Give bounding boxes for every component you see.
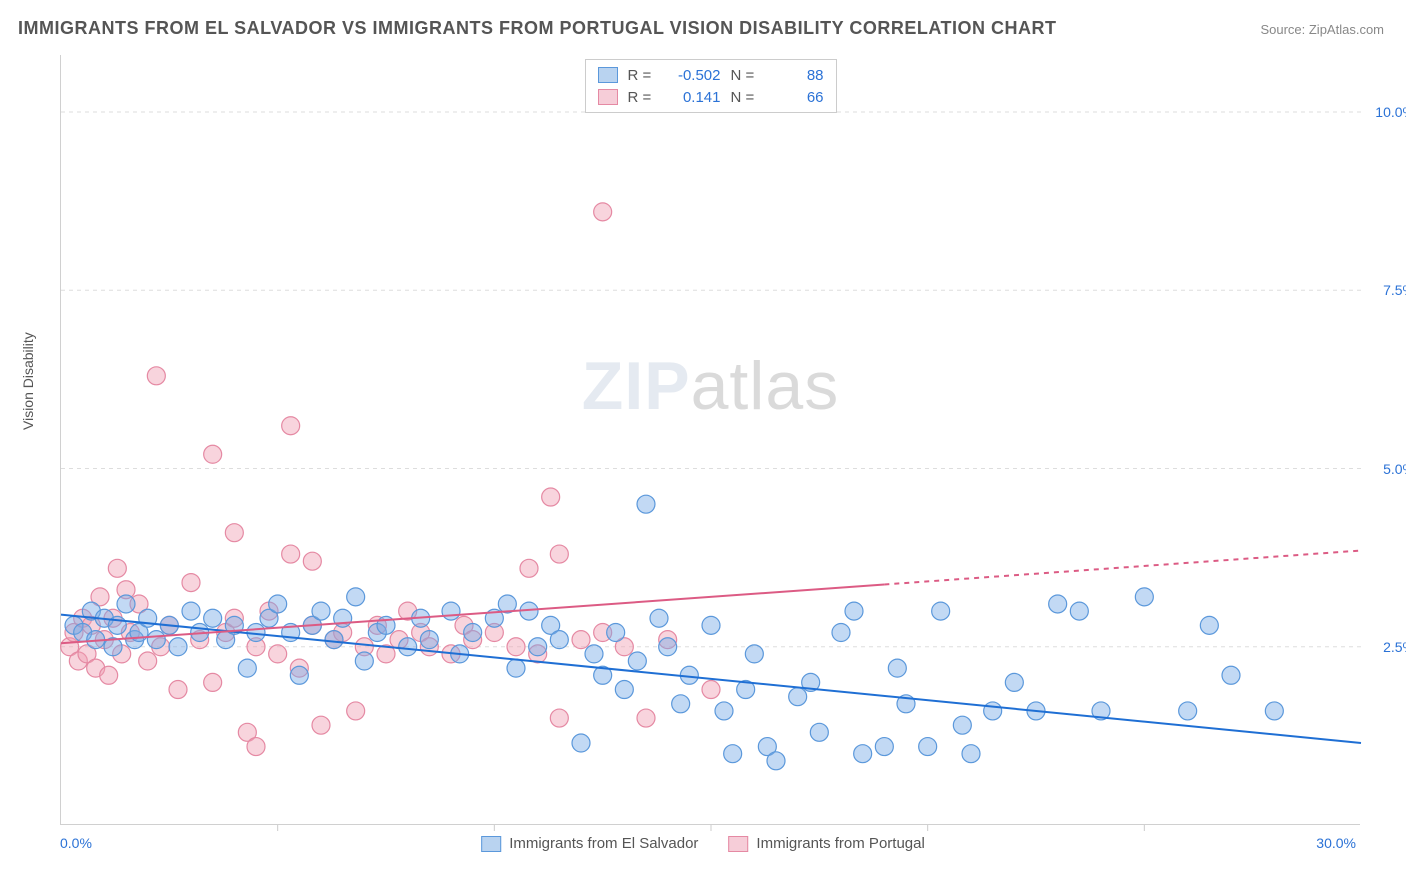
y-tick-label: 10.0% [1375,104,1406,120]
legend-r-label: R = [628,89,656,106]
swatch-el-salvador [598,67,618,83]
legend-item-el-salvador: Immigrants from El Salvador [481,835,698,852]
source-label: Source: ZipAtlas.com [1260,22,1384,37]
legend-label-portugal: Immigrants from Portugal [756,835,924,852]
swatch-el-salvador-icon [481,836,501,852]
swatch-portugal [598,89,618,105]
legend-n-value-1: 66 [769,89,824,106]
x-axis-min-label: 0.0% [60,835,92,851]
y-tick-label: 7.5% [1383,282,1406,298]
legend-row-portugal: R = 0.141 N = 66 [598,86,824,108]
chart-title: IMMIGRANTS FROM EL SALVADOR VS IMMIGRANT… [18,18,1057,39]
legend-label-el-salvador: Immigrants from El Salvador [509,835,698,852]
series-legend: Immigrants from El Salvador Immigrants f… [481,835,925,852]
legend-r-value-1: 0.141 [666,89,721,106]
legend-row-el-salvador: R = -0.502 N = 88 [598,64,824,86]
legend-r-label: R = [628,67,656,84]
legend-item-portugal: Immigrants from Portugal [728,835,924,852]
swatch-portugal-icon [728,836,748,852]
correlation-legend: R = -0.502 N = 88 R = 0.141 N = 66 [585,59,837,113]
legend-n-label: N = [731,67,759,84]
y-axis-label: Vision Disability [20,332,36,430]
legend-n-value-0: 88 [769,67,824,84]
y-tick-label: 5.0% [1383,461,1406,477]
scatter-plot-svg [61,55,1360,824]
x-axis-max-label: 30.0% [1316,835,1356,851]
y-tick-label: 2.5% [1383,639,1406,655]
chart-area: ZIPatlas R = -0.502 N = 88 R = 0.141 N =… [60,55,1360,825]
legend-r-value-0: -0.502 [666,67,721,84]
legend-n-label: N = [731,89,759,106]
